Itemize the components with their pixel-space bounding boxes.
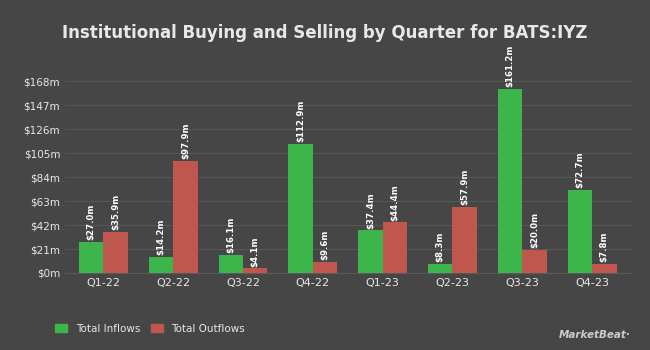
Text: $35.9m: $35.9m xyxy=(111,194,120,230)
Legend: Total Inflows, Total Outflows: Total Inflows, Total Outflows xyxy=(51,320,249,338)
Text: $14.2m: $14.2m xyxy=(157,218,166,255)
Bar xyxy=(452,207,477,273)
Text: $97.9m: $97.9m xyxy=(181,123,190,160)
Text: $7.8m: $7.8m xyxy=(600,232,609,262)
Bar xyxy=(313,262,337,273)
Bar xyxy=(243,268,267,273)
Text: $44.4m: $44.4m xyxy=(391,184,399,220)
Text: Institutional Buying and Selling by Quarter for BATS:IYZ: Institutional Buying and Selling by Quar… xyxy=(62,25,588,42)
Text: $4.1m: $4.1m xyxy=(251,236,260,267)
Bar xyxy=(103,232,128,273)
Bar xyxy=(173,161,198,273)
Text: $112.9m: $112.9m xyxy=(296,100,305,142)
Bar xyxy=(79,242,103,273)
Bar xyxy=(523,250,547,273)
Bar xyxy=(149,257,173,273)
Text: $9.6m: $9.6m xyxy=(320,230,330,260)
Text: $8.3m: $8.3m xyxy=(436,231,445,262)
Text: $27.0m: $27.0m xyxy=(86,204,96,240)
Text: $161.2m: $161.2m xyxy=(506,45,515,87)
Bar xyxy=(567,190,592,273)
Bar xyxy=(289,144,313,273)
Text: $57.9m: $57.9m xyxy=(460,169,469,205)
Text: $72.7m: $72.7m xyxy=(575,152,584,188)
Bar xyxy=(498,89,523,273)
Bar xyxy=(592,264,617,273)
Text: $16.1m: $16.1m xyxy=(226,217,235,253)
Text: MarketBeat·: MarketBeat· xyxy=(558,329,630,340)
Bar xyxy=(218,254,243,273)
Text: $37.4m: $37.4m xyxy=(366,192,375,229)
Bar xyxy=(358,230,383,273)
Bar xyxy=(428,264,452,273)
Text: $20.0m: $20.0m xyxy=(530,212,539,248)
Bar xyxy=(383,222,407,273)
